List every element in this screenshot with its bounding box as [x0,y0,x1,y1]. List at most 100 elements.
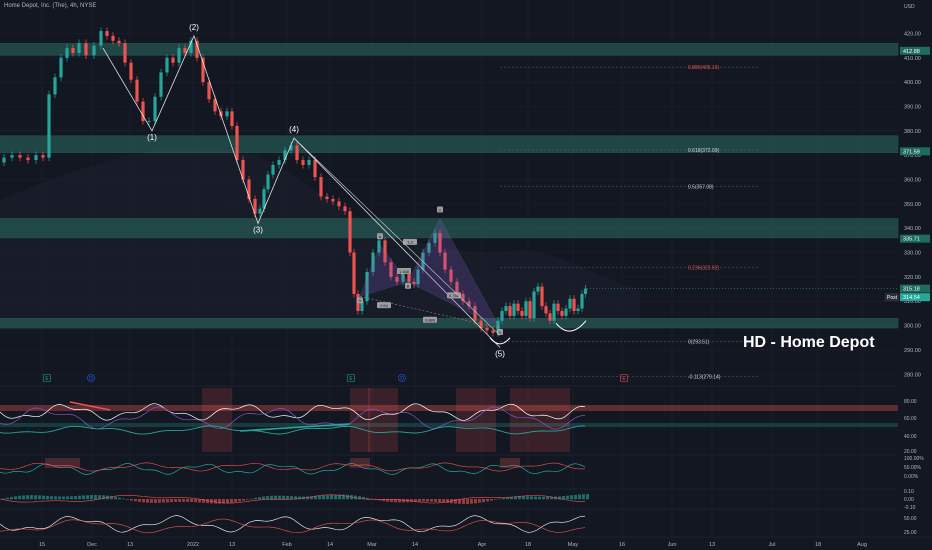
histogram-bar [122,498,125,500]
histogram [2,494,589,504]
post-market-tag-label: Post [887,295,898,301]
histogram-bar [418,499,421,502]
harmonic-xab [359,244,409,297]
price-tick-label: 330.00 [904,251,921,257]
candle-body [427,242,431,253]
histogram-bar [322,495,325,500]
histogram-bar [530,496,533,500]
candle-body [307,160,311,165]
candle-body [528,301,532,319]
price-tick-label: 360.00 [904,178,921,184]
histogram-bar [26,495,29,500]
histogram-bar [586,494,589,500]
candle-body [2,157,6,163]
fib-label: 0.886(406.16) [688,65,719,71]
price-marker [900,234,930,243]
candle-body [455,281,459,294]
candle-body [105,31,109,36]
histogram-bar [526,496,529,500]
histogram-bar [58,496,61,500]
histogram-bar [294,496,297,500]
histogram-bar [78,495,81,500]
histogram-bar [162,499,165,503]
candle-body [153,96,157,122]
price-tick-label: 310.00 [904,299,921,305]
histogram-bar [230,499,233,503]
price-tick-label: 380.00 [904,129,921,135]
histogram-bar [506,497,509,500]
candle-body [129,62,133,80]
candle-body [371,252,375,273]
histogram-bar [534,496,537,500]
oscillator-line [0,403,586,421]
bottom-arc [555,320,587,332]
candle-body [461,293,465,302]
price-tick-label: 400.00 [904,80,921,86]
candle-body [266,174,270,190]
candle-body [512,303,516,316]
histogram-bar [146,499,149,503]
candle-body [360,301,364,311]
histogram-bar [98,495,101,500]
price-marker-label: 314.54 [903,295,920,301]
candle-body [540,286,544,307]
indicator-tick-label: 80.00 [904,399,917,405]
histogram-bar [86,495,89,500]
histogram-bar [34,495,37,500]
histogram-bar [386,499,389,502]
histogram-bar [362,496,365,500]
histogram-bar [518,496,521,500]
candle-body [10,155,14,158]
candle-body [377,240,381,253]
harmonic-point [357,297,363,304]
price-tick-label: 320.00 [904,275,921,281]
candle-body [319,177,323,197]
harmonic-point-label: X [359,298,362,303]
candle-body [77,43,81,53]
histogram-bar [30,495,33,500]
histogram-bar [90,494,93,500]
time-tick-label: 2022 [187,542,199,548]
candle-body [18,155,22,158]
histogram-bar [514,496,517,500]
candle-body [295,145,299,161]
histogram-bar [102,495,105,500]
histogram-bar [158,499,161,503]
candle-body [123,43,127,63]
histogram-bar [174,499,177,502]
time-tick-label: Aug [857,542,867,548]
price-tick-label: 340.00 [904,226,921,232]
candle-body [213,99,217,112]
wave-label: (4) [289,125,299,134]
time-tick-label: 18 [815,542,821,548]
harmonic-point [377,233,383,240]
histogram-bar [318,495,321,500]
time-tick-label: 14 [327,542,333,548]
histogram-bar [562,496,565,500]
time-tick-label: Apr [478,542,487,548]
price-marker-label: 371.59 [903,149,920,155]
candle-body [467,301,471,307]
histogram-bar [138,499,141,502]
histogram-bar [438,499,441,503]
candle-body [544,306,548,314]
candle-body [117,40,121,44]
histogram-bar [214,499,217,504]
candle-body [365,272,369,302]
histogram-bar [306,496,309,500]
histogram-bar [310,496,313,500]
histogram-bar [250,498,253,500]
candle-body [421,252,425,270]
histogram-bar [38,495,41,500]
histogram-bar [246,499,249,500]
candle-body [438,233,442,253]
oscillator-line [0,462,586,472]
histogram-bar [130,499,133,501]
oscillator-line [0,515,586,533]
price-marker-label: 315.18 [903,287,920,293]
histogram-bar [574,494,577,500]
candle-body [111,35,115,41]
histogram-bar [486,499,489,502]
candle-body [235,125,239,161]
time-tick-label: May [568,542,579,548]
